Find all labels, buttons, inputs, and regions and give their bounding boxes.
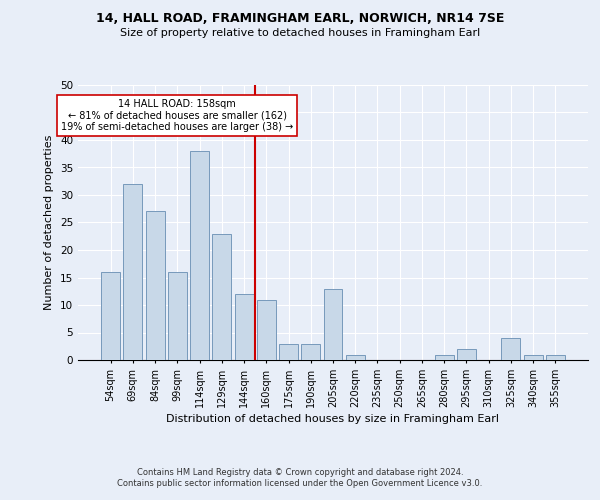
Bar [301,344,320,360]
Bar [235,294,254,360]
Bar [257,300,276,360]
Bar [101,272,120,360]
X-axis label: Distribution of detached houses by size in Framingham Earl: Distribution of detached houses by size … [167,414,499,424]
Bar [124,184,142,360]
Bar [524,354,542,360]
Bar [279,344,298,360]
Bar [168,272,187,360]
Bar [323,288,343,360]
Y-axis label: Number of detached properties: Number of detached properties [44,135,55,310]
Bar [546,354,565,360]
Bar [146,212,164,360]
Text: 14, HALL ROAD, FRAMINGHAM EARL, NORWICH, NR14 7SE: 14, HALL ROAD, FRAMINGHAM EARL, NORWICH,… [96,12,504,26]
Text: Contains HM Land Registry data © Crown copyright and database right 2024.
Contai: Contains HM Land Registry data © Crown c… [118,468,482,487]
Bar [346,354,365,360]
Bar [212,234,231,360]
Bar [502,338,520,360]
Bar [457,349,476,360]
Text: Size of property relative to detached houses in Framingham Earl: Size of property relative to detached ho… [120,28,480,38]
Bar [190,151,209,360]
Text: 14 HALL ROAD: 158sqm
← 81% of detached houses are smaller (162)
19% of semi-deta: 14 HALL ROAD: 158sqm ← 81% of detached h… [61,98,293,132]
Bar [435,354,454,360]
